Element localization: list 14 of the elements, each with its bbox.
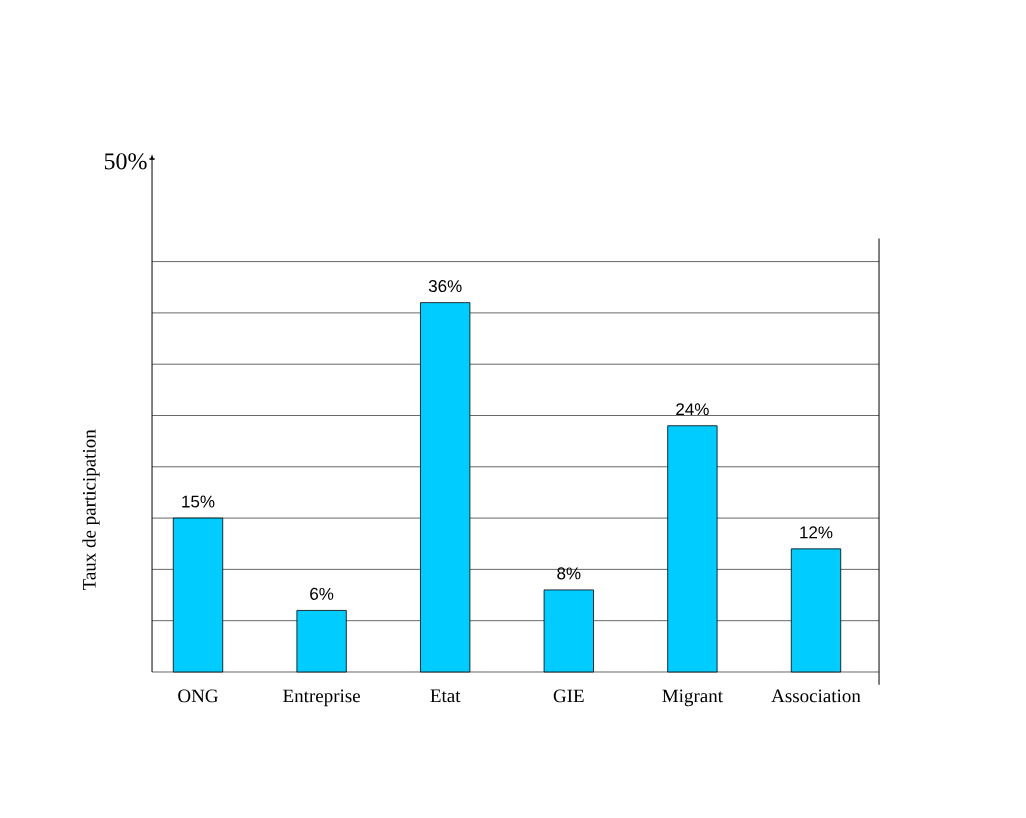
- data-label: 15%: [182, 495, 215, 508]
- data-label: 24%: [676, 403, 709, 416]
- y-tick-label: 50%: [104, 153, 147, 170]
- x-tick-label: GIE: [553, 689, 584, 703]
- x-tick-label: Entreprise: [283, 689, 360, 707]
- y-axis-title: Taux de participation: [82, 429, 100, 591]
- data-label: 36%: [428, 280, 462, 293]
- x-tick-label: Etat: [430, 689, 461, 703]
- data-label: 8%: [557, 567, 581, 580]
- x-tick-label: ONG: [178, 689, 218, 703]
- data-label: 12%: [800, 526, 833, 539]
- x-tick-label: Migrant: [662, 689, 723, 707]
- data-label: 6%: [310, 587, 334, 600]
- x-tick-label: Association: [771, 689, 861, 703]
